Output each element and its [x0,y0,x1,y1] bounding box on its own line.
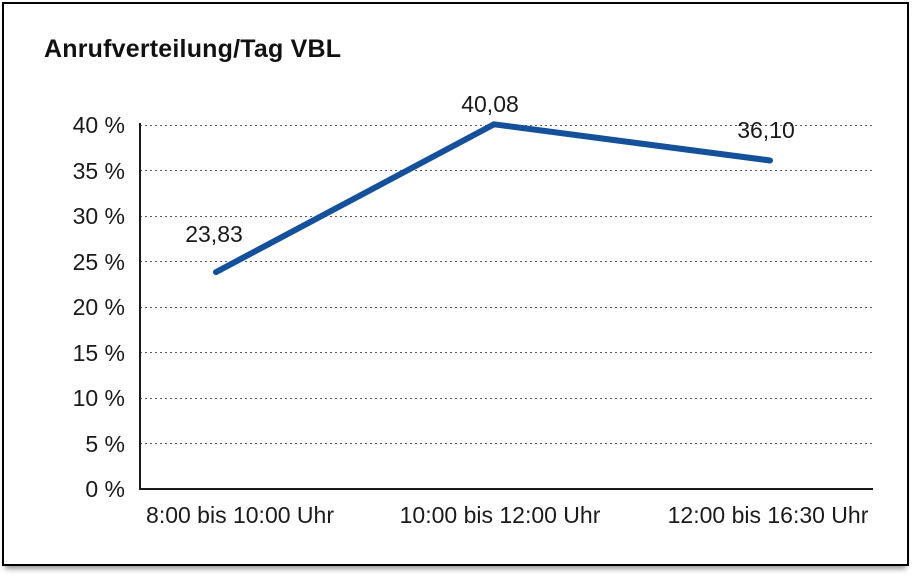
y-tick-label: 0 % [85,476,125,502]
x-tick-label: 10:00 bis 12:00 Uhr [399,502,601,528]
gridline-25 [140,261,873,262]
y-tick-label: 15 % [72,339,125,366]
gridline-10 [140,397,873,399]
y-tick-label: 20 % [72,294,125,320]
gridline-30 [140,215,873,217]
gridline-15 [140,352,873,353]
x-axis-line [139,488,873,490]
chart-frame: Anrufverteilung/Tag VBL [2,2,909,566]
y-tick-label: 25 % [72,248,125,275]
chart-title: Anrufverteilung/Tag VBL [44,35,342,63]
y-tick-label: 40 % [72,112,125,138]
y-tick-label: 10 % [72,385,125,411]
data-point-label: 36,10 [737,117,795,144]
data-point-label: 23,83 [185,221,243,248]
x-tick-label: 12:00 bis 16:30 Uhr [667,502,869,528]
x-tick-label: 8:00 bis 10:00 Uhr [146,502,334,528]
data-point-label: 40,08 [461,91,519,118]
y-tick-label: 35 % [72,157,125,184]
y-axis-line [139,123,141,490]
gridline-5 [140,443,873,444]
y-tick-label: 30 % [72,203,125,229]
gridline-20 [140,306,873,308]
y-tick-label: 5 % [85,430,125,457]
gridline-35 [140,170,873,171]
